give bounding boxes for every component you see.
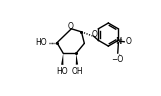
Text: +: + — [118, 37, 122, 42]
Text: O: O — [68, 22, 74, 31]
Text: −O: −O — [111, 55, 123, 64]
Text: N: N — [115, 37, 122, 46]
Text: O: O — [126, 37, 132, 46]
Text: O: O — [91, 30, 97, 39]
Text: HO: HO — [35, 38, 46, 47]
Text: ′: ′ — [119, 54, 120, 59]
Polygon shape — [61, 53, 63, 65]
Text: HO: HO — [56, 67, 68, 76]
Text: OH: OH — [72, 67, 83, 76]
Polygon shape — [76, 53, 78, 65]
